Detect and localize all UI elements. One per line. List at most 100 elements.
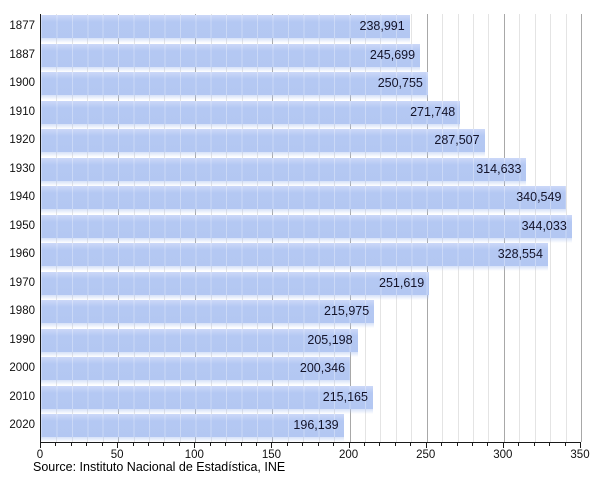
population-bar[interactable]: 271,748 bbox=[41, 100, 461, 129]
x-tick-minor bbox=[410, 443, 412, 446]
x-tick-major bbox=[40, 443, 41, 448]
x-tick-minor bbox=[163, 443, 165, 446]
grid-line-major bbox=[581, 14, 582, 442]
bar-value-label: 238,991 bbox=[359, 19, 405, 33]
x-tick-minor bbox=[240, 443, 242, 446]
population-bar[interactable]: 251,619 bbox=[41, 271, 430, 300]
bar-row: 271,748 bbox=[41, 100, 581, 129]
x-tick-minor bbox=[70, 443, 72, 446]
bar-value-label: 196,139 bbox=[293, 418, 339, 433]
y-axis-label: 2010 bbox=[9, 390, 35, 403]
bar-row: 205,198 bbox=[41, 328, 581, 357]
x-tick-minor bbox=[333, 443, 335, 446]
x-tick-label: 200 bbox=[338, 449, 359, 461]
y-axis-label: 1877 bbox=[9, 20, 35, 32]
x-tick-major bbox=[194, 443, 196, 448]
x-tick-minor bbox=[518, 443, 520, 446]
bar-value-label: 328,554 bbox=[497, 247, 543, 262]
x-tick-minor bbox=[317, 443, 319, 446]
bar-value-label: 251,619 bbox=[379, 275, 425, 290]
x-tick-minor bbox=[178, 443, 180, 446]
y-axis-label: 1970 bbox=[9, 276, 35, 289]
bar-row: 238,991 bbox=[41, 14, 581, 43]
bar-row: 196,139 bbox=[41, 413, 581, 443]
x-tick-minor bbox=[286, 443, 288, 446]
y-axis-label: 1887 bbox=[9, 48, 35, 61]
y-axis-labels: 1877 1887 1900 1910 1920 1930 1940 1950 1960 1970… bbox=[0, 14, 35, 442]
x-tick-minor bbox=[487, 443, 489, 446]
y-axis-label: 1910 bbox=[9, 105, 35, 118]
bar-value-label: 340,549 bbox=[516, 190, 562, 205]
x-tick-major bbox=[580, 443, 581, 448]
x-tick-minor bbox=[302, 443, 304, 446]
bar-row: 328,554 bbox=[41, 242, 581, 272]
y-axis-label: 1990 bbox=[9, 333, 35, 346]
x-tick-minor bbox=[441, 443, 443, 446]
x-tick-major bbox=[117, 443, 119, 448]
x-tick-minor bbox=[379, 443, 381, 446]
x-tick-label: 100 bbox=[184, 449, 204, 461]
population-bar[interactable]: 205,198 bbox=[41, 328, 358, 357]
bar-value-label: 205,198 bbox=[307, 332, 353, 347]
y-axis-label: 2020 bbox=[9, 419, 35, 432]
bar-value-label: 215,165 bbox=[322, 389, 368, 404]
bar-value-label: 271,748 bbox=[410, 104, 456, 119]
bar-row: 251,619 bbox=[41, 271, 581, 300]
bar-row: 215,165 bbox=[41, 385, 581, 414]
x-tick-minor bbox=[209, 443, 211, 446]
population-bar[interactable]: 314,633 bbox=[41, 157, 527, 186]
x-tick-major bbox=[425, 443, 427, 448]
x-tick-minor bbox=[394, 443, 396, 446]
y-axis-label: 2000 bbox=[9, 362, 35, 375]
bar-row: 250,755 bbox=[41, 71, 581, 101]
x-tick-minor bbox=[101, 443, 103, 446]
population-bar[interactable]: 238,991 bbox=[41, 15, 410, 43]
x-tick-label: 0 bbox=[36, 449, 44, 461]
population-bar[interactable]: 245,699 bbox=[41, 43, 421, 72]
x-tick-minor bbox=[86, 443, 88, 446]
x-tick-minor bbox=[472, 443, 473, 446]
y-axis-label: 1900 bbox=[9, 77, 35, 90]
x-tick-minor bbox=[564, 443, 566, 446]
x-tick-label: 50 bbox=[110, 449, 124, 461]
x-tick-minor bbox=[148, 443, 149, 446]
x-tick-minor bbox=[132, 443, 134, 446]
x-tick-label: 300 bbox=[493, 449, 513, 461]
y-axis-label: 1980 bbox=[9, 305, 35, 318]
population-bar[interactable]: 250,755 bbox=[41, 72, 428, 101]
y-axis-label: 1940 bbox=[9, 191, 35, 204]
population-bar[interactable]: 215,165 bbox=[41, 385, 373, 414]
bar-value-label: 200,346 bbox=[299, 361, 346, 376]
bar-row: 215,975 bbox=[41, 299, 581, 329]
y-axis-label: 1960 bbox=[9, 248, 35, 261]
y-axis-label: 1950 bbox=[9, 219, 35, 232]
bar-row: 340,549 bbox=[41, 185, 581, 215]
x-tick-minor bbox=[456, 443, 458, 446]
bar-value-label: 250,755 bbox=[377, 76, 423, 91]
population-bar[interactable]: 344,033 bbox=[41, 214, 572, 243]
bar-value-label: 344,033 bbox=[521, 218, 567, 233]
bar-row: 344,033 bbox=[41, 214, 581, 243]
population-bar[interactable]: 200,346 bbox=[41, 357, 351, 386]
bar-row: 314,633 bbox=[41, 157, 581, 186]
population-bar[interactable]: 287,507 bbox=[41, 129, 485, 158]
x-tick-major bbox=[502, 443, 504, 448]
bar-value-label: 245,699 bbox=[369, 47, 416, 62]
x-tick-minor bbox=[256, 443, 257, 446]
x-tick-label: 250 bbox=[416, 449, 436, 461]
population-bar[interactable]: 328,554 bbox=[41, 243, 548, 272]
source-note: Source: Instituto Nacional de Estadístic… bbox=[33, 460, 286, 474]
x-tick-minor bbox=[533, 443, 535, 446]
population-bar[interactable]: 340,549 bbox=[41, 186, 567, 215]
plot-area: 238,991 245,699 250,755 271,748 287,507 314,6… bbox=[40, 14, 582, 443]
population-bar[interactable]: 196,139 bbox=[41, 414, 344, 443]
bar-row: 245,699 bbox=[41, 43, 581, 72]
bar-value-label: 215,975 bbox=[324, 304, 370, 319]
bar-value-label: 314,633 bbox=[476, 161, 522, 176]
bar-row: 287,507 bbox=[41, 128, 581, 158]
population-bar[interactable]: 215,975 bbox=[41, 300, 375, 329]
x-tick-minor bbox=[225, 443, 227, 446]
x-tick-minor bbox=[549, 443, 551, 446]
x-tick-label: 350 bbox=[570, 449, 590, 461]
